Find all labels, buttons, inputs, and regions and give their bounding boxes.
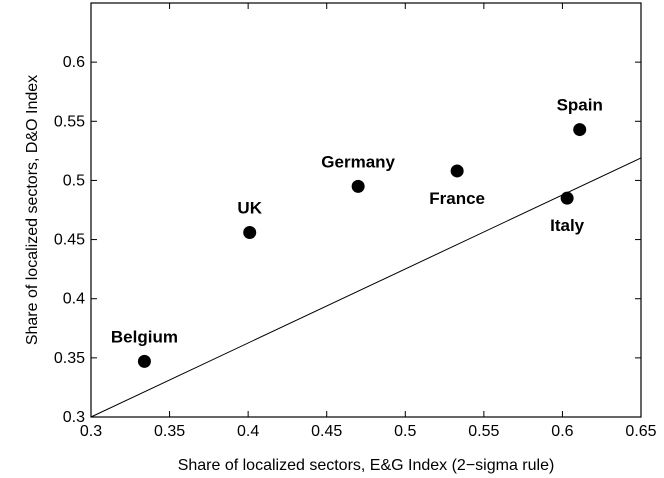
x-tick-label: 0.45 — [311, 423, 342, 440]
x-tick-label: 0.5 — [394, 423, 416, 440]
reference-line — [90, 157, 642, 418]
x-tick-label: 0.3 — [80, 423, 102, 440]
data-point-belgium — [137, 354, 151, 368]
data-point-france — [450, 164, 464, 178]
point-label-belgium: Belgium — [111, 327, 178, 346]
y-tick-label: 0.6 — [63, 54, 85, 71]
data-point-italy — [560, 191, 574, 205]
point-label-france: France — [429, 189, 485, 208]
y-tick-label: 0.3 — [63, 409, 85, 426]
data-point-spain — [573, 123, 587, 137]
x-tick-label: 0.6 — [551, 423, 573, 440]
x-tick-label: 0.35 — [154, 423, 185, 440]
reference-line-group — [90, 157, 642, 418]
y-tick-label: 0.4 — [63, 291, 85, 308]
point-label-spain: Spain — [557, 96, 603, 115]
point-label-uk: UK — [237, 198, 262, 217]
y-axis-label: Share of localized sectors, D&O Index — [24, 75, 41, 345]
data-point-uk — [243, 225, 257, 239]
data-points: Belgium UK Germany France Spain Italy — [111, 96, 603, 368]
x-tick-label: 0.55 — [468, 423, 499, 440]
x-tick-label: 0.4 — [237, 423, 259, 440]
y-tick-label: 0.5 — [63, 172, 85, 189]
point-label-italy: Italy — [550, 216, 585, 235]
data-point-germany — [351, 179, 365, 193]
axis-ticks: 0.3 0.35 0.4 0.45 0.5 0.55 0.6 0.65 0.3 0.35 0.4 0.… — [54, 3, 657, 440]
x-tick-label: 0.65 — [625, 423, 656, 440]
point-label-germany: Germany — [321, 152, 395, 171]
y-tick-label: 0.45 — [54, 232, 85, 249]
y-tick-label: 0.35 — [54, 350, 85, 367]
y-tick-label: 0.55 — [54, 113, 85, 130]
x-axis-label: Share of localized sectors, E&G Index (2… — [178, 457, 555, 474]
plot-area — [90, 2, 642, 418]
